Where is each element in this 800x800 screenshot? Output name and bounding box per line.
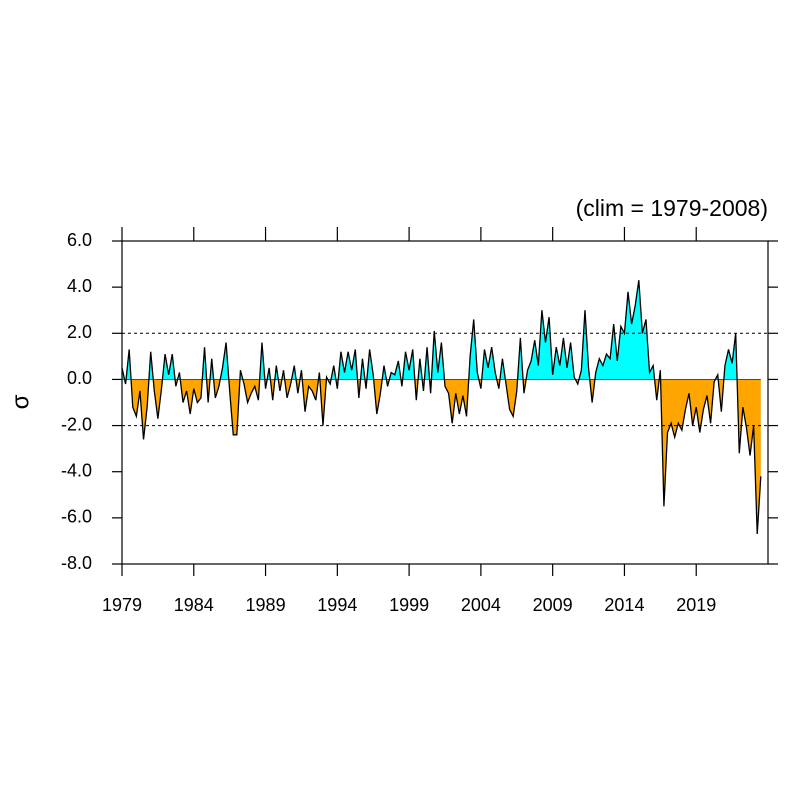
y-tick-label: -6.0 xyxy=(61,507,92,527)
x-tick-label: 1999 xyxy=(389,595,429,615)
y-tick-label: 2.0 xyxy=(67,322,92,342)
x-tick-label: 1989 xyxy=(246,595,286,615)
y-tick-label: 0.0 xyxy=(67,368,92,388)
negative-fill xyxy=(122,379,761,535)
x-tick-label: 1979 xyxy=(102,595,142,615)
x-tick-label: 2009 xyxy=(533,595,573,615)
positive-fill xyxy=(122,280,738,380)
chart-title: (clim = 1979-2008) xyxy=(576,195,768,221)
y-axis-label: σ xyxy=(7,394,34,409)
plot-frame xyxy=(121,240,769,565)
y-tick-label: 4.0 xyxy=(67,276,92,296)
x-tick-label: 1984 xyxy=(174,595,214,615)
y-tick-label: -8.0 xyxy=(61,553,92,573)
x-tick-label: 2019 xyxy=(676,595,716,615)
x-tick-label: 2014 xyxy=(604,595,644,615)
series-line xyxy=(121,280,762,535)
y-tick-label: -2.0 xyxy=(61,414,92,434)
x-tick-label: 1994 xyxy=(317,595,357,615)
y-tick-label: 6.0 xyxy=(67,230,92,250)
x-tick-label: 2004 xyxy=(461,595,501,615)
y-tick-label: -4.0 xyxy=(61,460,92,480)
